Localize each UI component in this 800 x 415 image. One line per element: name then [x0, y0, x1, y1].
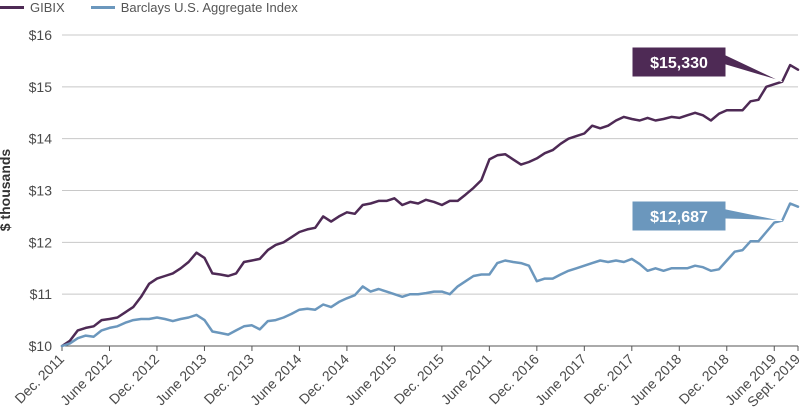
x-tick-label: Dec. 2015 — [391, 351, 448, 408]
callout-label-barclays: $12,687 — [650, 209, 708, 226]
legend-label-gibix: GIBIX — [30, 0, 65, 15]
callout-label-gibix: $15,330 — [650, 55, 708, 72]
y-tick-label: $13 — [29, 183, 53, 199]
chart-legend: GIBIX Barclays U.S. Aggregate Index — [0, 0, 324, 15]
x-tick-label: June 2011 — [438, 351, 495, 408]
value-callouts: $15,330 $12,687 — [631, 46, 783, 232]
x-tick-label: June 2018 — [627, 351, 685, 409]
legend-item-barclays: Barclays U.S. Aggregate Index — [90, 0, 298, 15]
x-tick-label: June 2015 — [342, 351, 400, 409]
y-tick-label: $12 — [29, 234, 53, 250]
y-axis-label: $ thousands — [0, 149, 13, 232]
series-line-gibix — [60, 63, 800, 348]
y-tick-label: $11 — [30, 286, 53, 302]
legend-item-gibix: GIBIX — [0, 0, 65, 15]
y-tick-label: $14 — [29, 131, 53, 147]
x-tick-label: June 2013 — [152, 351, 210, 409]
y-tick-label: $16 — [29, 27, 53, 43]
callout-box-barclays — [631, 200, 783, 232]
legend-swatch-gibix — [0, 5, 24, 9]
x-tick-label: June 2017 — [532, 351, 590, 409]
legend-label-barclays: Barclays U.S. Aggregate Index — [120, 0, 298, 15]
gridlines — [62, 34, 798, 347]
x-tick-label: June 2014 — [247, 351, 305, 409]
y-tick-label: $15 — [29, 79, 53, 95]
series-lines — [60, 63, 800, 348]
x-tick-label: June 2012 — [57, 351, 115, 409]
series-line-barclays — [60, 202, 800, 348]
y-axis-tick-labels: $10 $11 $12 $13 $14 $15 $16 — [29, 27, 53, 354]
y-tick-label: $10 — [29, 338, 53, 354]
callout-box-gibix — [631, 46, 783, 83]
legend-swatch-barclays — [90, 5, 115, 9]
